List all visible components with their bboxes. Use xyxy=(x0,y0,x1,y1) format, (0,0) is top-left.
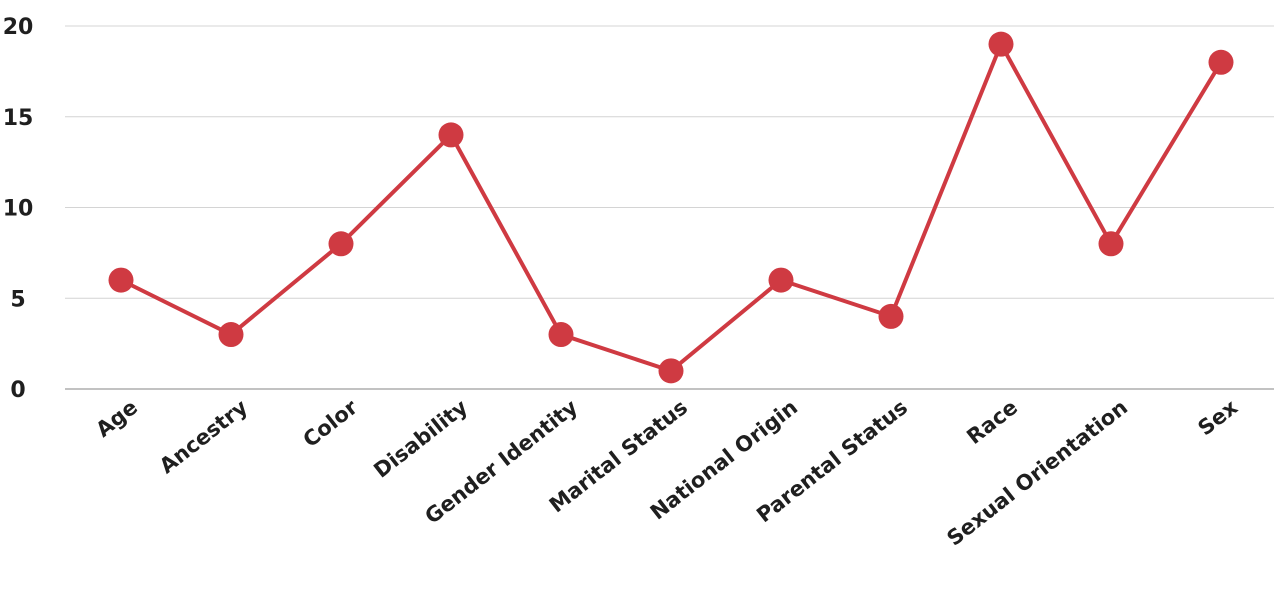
y-axis-tick-labels: 0 5 10 15 20 xyxy=(3,15,34,403)
data-point[interactable] xyxy=(438,122,464,148)
data-point[interactable] xyxy=(658,358,684,384)
y-tick-label: 10 xyxy=(3,197,34,222)
x-tick-label: Sexual Orientation xyxy=(942,395,1132,551)
x-tick-label: Race xyxy=(962,395,1022,449)
x-tick-label: Disability xyxy=(369,395,472,483)
data-point[interactable] xyxy=(108,267,134,293)
data-point[interactable] xyxy=(548,322,574,348)
data-points xyxy=(108,31,1234,384)
x-tick-label: Color xyxy=(299,395,363,452)
data-point[interactable] xyxy=(328,231,354,257)
y-tick-label: 0 xyxy=(10,378,25,403)
x-tick-label: Ancestry xyxy=(155,395,252,478)
data-point[interactable] xyxy=(1098,231,1124,257)
data-point[interactable] xyxy=(988,31,1014,57)
data-point[interactable] xyxy=(878,303,904,329)
y-tick-label: 15 xyxy=(3,106,34,131)
y-tick-label: 20 xyxy=(3,15,34,40)
x-tick-label: Age xyxy=(91,395,142,442)
y-tick-label: 5 xyxy=(10,287,25,312)
data-point[interactable] xyxy=(1208,49,1234,75)
x-tick-label: Sex xyxy=(1193,395,1242,441)
data-point[interactable] xyxy=(218,322,244,348)
data-point[interactable] xyxy=(768,267,794,293)
gridlines xyxy=(65,25,1274,299)
